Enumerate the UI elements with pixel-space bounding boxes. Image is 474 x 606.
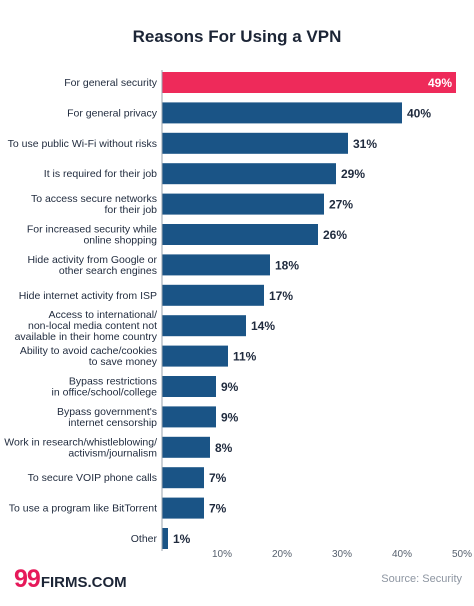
x-tick-label: 50% [452, 549, 472, 560]
bar [162, 345, 228, 367]
bar [162, 376, 216, 397]
bar [162, 132, 348, 154]
brand-logo-text: FIRMS.COM [40, 574, 127, 591]
brand-logo: 99FIRMS.COM [14, 565, 127, 594]
bar [162, 102, 402, 124]
source-note: Source: Security [381, 573, 462, 585]
category-label: For general security [64, 77, 158, 89]
bar [162, 163, 336, 185]
category-label: To use a program like BitTorrent [9, 503, 157, 515]
bar-value-label: 9% [221, 410, 239, 424]
bar [162, 467, 204, 489]
bar [162, 284, 264, 306]
bar [162, 254, 270, 276]
category-label: To secure VOIP phone calls [28, 472, 157, 484]
brand-logo-number: 99 [14, 565, 41, 593]
category-label: Other [131, 533, 158, 545]
bar [162, 406, 216, 428]
bar [162, 528, 168, 549]
category-label: For general privacy [67, 107, 158, 119]
category-label: For increased security while online shopp… [27, 224, 157, 247]
category-label: Bypass government's internet censorship [57, 406, 157, 429]
bar-value-label: 7% [209, 502, 227, 516]
bar-value-label: 18% [275, 258, 299, 272]
bar-value-label: 14% [251, 319, 275, 333]
x-tick-label: 40% [392, 549, 412, 560]
bar-value-label: 9% [221, 380, 239, 394]
category-label: To use public Wi-Fi without risks [8, 138, 157, 150]
x-tick-label: 30% [332, 549, 352, 560]
chart-title: Reasons For Using a VPN [132, 27, 342, 46]
x-tick-label: 10% [212, 549, 232, 560]
bar-value-label: 7% [209, 471, 227, 485]
category-label: It is required for their job [44, 168, 157, 180]
bar [162, 193, 324, 215]
bar-value-label: 17% [269, 289, 293, 303]
bar-value-label: 31% [353, 137, 377, 151]
bar-value-label: 40% [407, 106, 431, 120]
category-label: Hide internet activity from ISP [19, 290, 157, 302]
category-label: Bypass restrictions in office/school/coll… [52, 376, 158, 399]
bar-value-label: 1% [173, 532, 191, 546]
bar-chart: 49% For general security 40% For general pr… [4, 70, 472, 560]
category-label: Access to international/non-local media … [15, 309, 158, 343]
bar [162, 224, 318, 245]
bar-value-label: 8% [215, 441, 233, 455]
bar [162, 315, 246, 337]
bar [162, 436, 210, 458]
x-tick-label: 20% [272, 549, 292, 560]
category-label: To access secure networks for their job [31, 193, 157, 216]
bar-value-label: 27% [329, 198, 353, 212]
bar [162, 497, 204, 519]
bar-value-label: 11% [233, 350, 257, 364]
bar [162, 72, 456, 93]
category-label: Work in research/whistleblowing/activism… [4, 436, 157, 459]
bar-value-label: 29% [341, 167, 365, 181]
bar-value-label: 49% [428, 76, 452, 90]
category-label: Ability to avoid cache/cookies to save mo… [20, 345, 158, 368]
bar-value-label: 26% [323, 228, 347, 242]
category-label: Hide activity from Google or other search… [27, 254, 157, 277]
